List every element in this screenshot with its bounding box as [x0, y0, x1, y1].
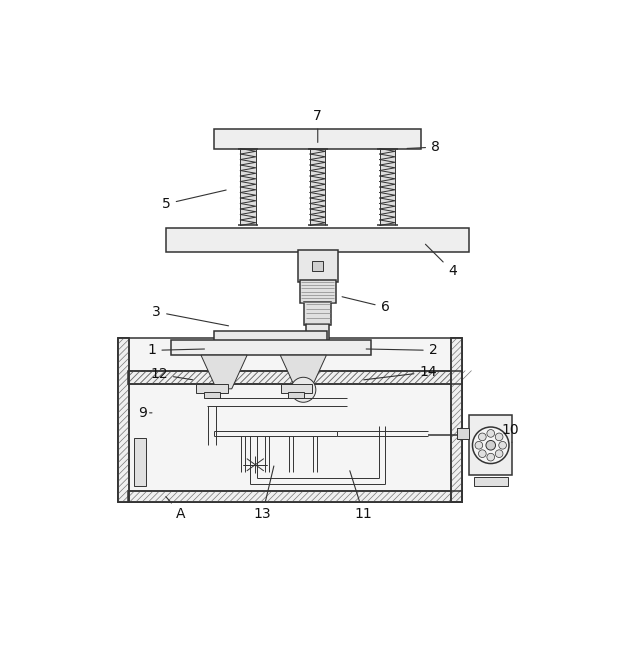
Bar — [298, 251, 338, 282]
Circle shape — [479, 433, 486, 441]
Text: 8: 8 — [407, 140, 440, 154]
Bar — [166, 228, 469, 252]
Bar — [128, 491, 462, 502]
Bar — [171, 340, 371, 355]
Bar — [128, 370, 462, 384]
Circle shape — [487, 453, 495, 461]
Bar — [280, 384, 312, 393]
Circle shape — [486, 441, 495, 450]
Text: 4: 4 — [425, 244, 457, 278]
Bar — [118, 339, 129, 502]
Bar — [241, 148, 256, 225]
Bar — [451, 339, 462, 502]
Polygon shape — [280, 355, 326, 389]
Bar — [197, 384, 228, 393]
Circle shape — [475, 441, 483, 449]
Bar — [215, 130, 421, 148]
Text: 12: 12 — [151, 367, 192, 381]
Circle shape — [487, 430, 495, 437]
Text: A: A — [166, 497, 185, 521]
Bar — [379, 148, 395, 225]
Circle shape — [479, 450, 486, 458]
Bar — [304, 302, 331, 325]
Text: 9: 9 — [138, 406, 152, 420]
Circle shape — [291, 378, 316, 402]
Bar — [204, 392, 220, 398]
Bar — [128, 370, 462, 384]
Bar — [451, 339, 462, 502]
Bar — [469, 415, 512, 475]
Text: 3: 3 — [153, 305, 229, 326]
Circle shape — [498, 441, 507, 449]
Text: 13: 13 — [254, 466, 274, 521]
Circle shape — [472, 427, 509, 464]
Text: 14: 14 — [364, 365, 437, 380]
Bar — [128, 491, 462, 502]
Circle shape — [495, 450, 503, 458]
Text: 1: 1 — [148, 343, 205, 357]
Text: 11: 11 — [350, 471, 372, 521]
Bar — [312, 261, 323, 271]
Text: 5: 5 — [162, 190, 226, 211]
Polygon shape — [201, 355, 247, 389]
Bar — [474, 477, 508, 486]
Circle shape — [495, 433, 503, 441]
Bar — [310, 148, 326, 225]
Text: 2: 2 — [366, 343, 438, 357]
Bar — [134, 438, 146, 486]
Text: 7: 7 — [313, 109, 322, 143]
Bar — [118, 339, 462, 502]
Text: 10: 10 — [501, 422, 519, 442]
Bar — [215, 331, 327, 341]
Bar — [300, 280, 335, 303]
Bar — [118, 339, 129, 502]
Bar — [306, 324, 329, 340]
Bar — [457, 428, 469, 439]
Bar — [288, 392, 304, 398]
Text: 6: 6 — [342, 297, 389, 314]
